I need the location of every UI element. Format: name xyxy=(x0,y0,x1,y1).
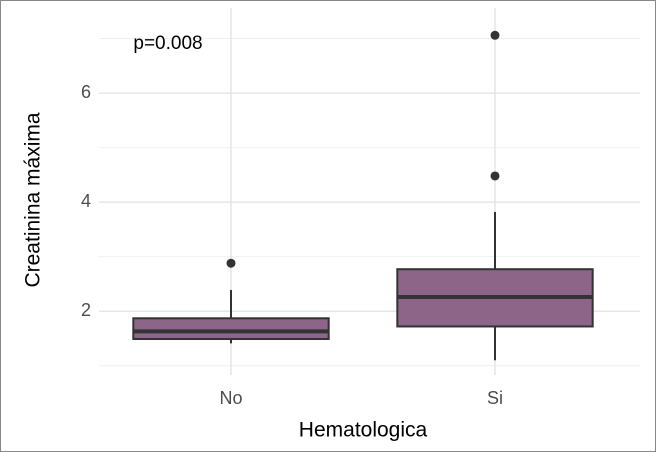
outlier xyxy=(490,171,500,181)
y-tick-label: 4 xyxy=(81,191,91,211)
outlier xyxy=(226,258,236,268)
y-tick-label: 6 xyxy=(81,82,91,102)
marks xyxy=(132,30,594,361)
x-tick-label: Si xyxy=(487,388,503,408)
box xyxy=(132,317,330,341)
y-axis-label: Creatinina máxima xyxy=(22,112,45,287)
annotation: p=0.008 xyxy=(133,33,202,54)
grid xyxy=(99,8,640,375)
x-axis-label: Hematologica xyxy=(299,419,428,442)
y-tick-label: 2 xyxy=(81,300,91,320)
outlier xyxy=(490,30,500,40)
x-tick-label: No xyxy=(219,388,242,408)
